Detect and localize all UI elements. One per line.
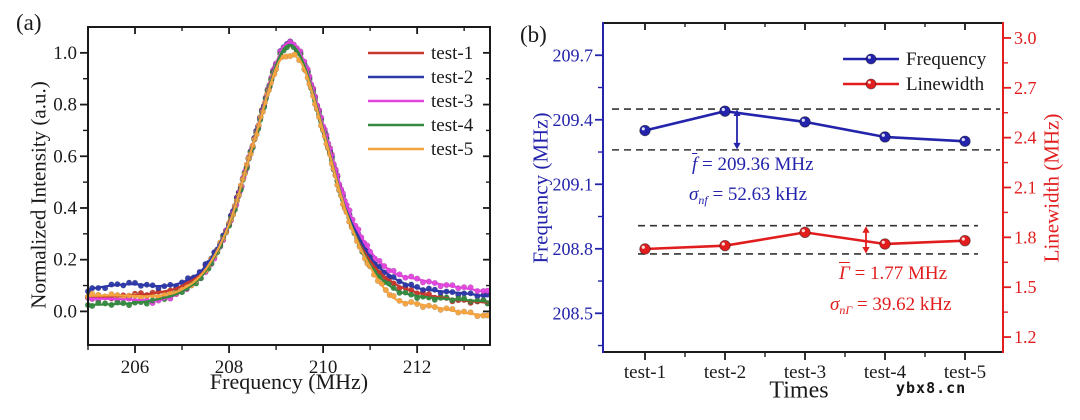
- left-tick-label: 208.5: [553, 303, 594, 323]
- freq-spread-arrow-head-down: [733, 142, 741, 150]
- panel-b-x-axis-title: Times: [769, 377, 829, 404]
- panel-a-y-axis-title: Normalized Intensity (a.u.): [26, 81, 51, 309]
- right-tick-label: 2.1: [1014, 178, 1037, 198]
- panel-b-left-axis-title: Frequency (MHz): [528, 112, 553, 264]
- right-tick-label: 2.7: [1014, 78, 1037, 98]
- marker-highlight: [801, 229, 805, 233]
- fit-line-test-1: [87, 42, 488, 304]
- y-tick-label: 0.8: [53, 95, 77, 116]
- right-tick-label: 1.5: [1014, 277, 1037, 297]
- legend-label-test-2: test-2: [431, 67, 473, 88]
- marker-Frequency: [879, 131, 891, 143]
- left-tick-label: 209.4: [553, 110, 594, 130]
- freq-sigma-subscript: nf: [698, 193, 708, 207]
- linewidth-sigma-value: = 39.62 kHz: [852, 294, 952, 315]
- annotation-linewidth-mean: Γ = 1.77 MHz: [839, 263, 947, 285]
- left-tick-label: 209.7: [553, 45, 594, 65]
- right-tick-label: 2.4: [1014, 128, 1037, 148]
- marker-highlight: [641, 127, 645, 131]
- marker-highlight: [881, 133, 885, 137]
- legend-marker-Linewidth: [865, 78, 877, 90]
- y-tick-label: 0.2: [53, 250, 77, 271]
- panel-b-plot: 209.7 209.4 209.1 208.8 208.5 3.0 2.7 2.4 2.1 1.8…: [553, 22, 1037, 383]
- marker-Linewidth: [959, 234, 971, 247]
- right-tick-label: 1.8: [1014, 227, 1037, 247]
- marker-Frequency: [799, 116, 811, 128]
- x-tick-label: 212: [403, 357, 432, 378]
- category-label-test-2: test-2: [704, 362, 746, 383]
- y-tick-label: 0.4: [53, 198, 77, 219]
- category-label-test-3: test-3: [784, 362, 826, 383]
- y-tick-label: 1.0: [53, 43, 77, 64]
- freq-sigma-symbol: σ: [689, 184, 699, 205]
- marker-Linewidth: [799, 226, 811, 239]
- category-label-test-5: test-5: [944, 362, 986, 383]
- series-dots-test-1: [84, 38, 491, 307]
- marker-highlight: [881, 240, 885, 244]
- freq-sigma-value: = 52.63 kHz: [707, 184, 808, 205]
- category-label-test-1: test-1: [624, 362, 666, 383]
- y-tick-label: 0.6: [53, 146, 77, 167]
- right-tick-label: 3.0: [1014, 28, 1037, 48]
- panel-b-right-axis-title: Linewidth (MHz): [1039, 113, 1064, 263]
- freq-mean-value: = 209.36 MHz: [697, 154, 814, 175]
- marker-highlight: [801, 118, 805, 122]
- right-tick-label: 1.2: [1014, 327, 1037, 347]
- marker-Frequency: [639, 124, 651, 137]
- linewidth-mean-symbol: Γ: [839, 263, 850, 284]
- x-tick-label: 210: [309, 357, 338, 378]
- legend-marker-Frequency: [865, 53, 877, 65]
- linewidth-sigma-symbol: σ: [830, 294, 840, 315]
- legend-marker-highlight: [867, 80, 871, 84]
- annotation-freq-mean: f = 209.36 MHz: [692, 154, 814, 176]
- marker-Frequency: [959, 135, 971, 147]
- panel-b-label: (b): [520, 22, 547, 47]
- linewidth-spread-arrow-head-up: [862, 226, 870, 233]
- freq-mean-symbol: f: [692, 154, 698, 175]
- marker-highlight: [961, 237, 965, 241]
- marker-Linewidth: [719, 239, 731, 252]
- panel-a-x-axis-title: Frequency (MHz): [209, 369, 369, 394]
- series-dots-test-2: [84, 38, 491, 300]
- fit-line-test-4: [87, 43, 488, 306]
- left-tick-label: 208.8: [553, 239, 594, 259]
- y-tick-label: 0.0: [53, 301, 77, 322]
- panel-a-label: (a): [16, 10, 42, 35]
- marker-highlight: [721, 107, 725, 112]
- linewidth-mean-value: = 1.77 MHz: [849, 263, 948, 284]
- marker-Linewidth: [639, 243, 651, 255]
- legend-label-test-3: test-3: [431, 91, 473, 112]
- marker-highlight: [961, 137, 965, 142]
- marker-highlight: [641, 245, 645, 249]
- legend-label-Frequency: Frequency: [906, 49, 987, 70]
- linewidth-spread-arrow-head-down: [862, 246, 870, 254]
- freq-spread-arrow-head-up: [733, 109, 741, 117]
- panel-a-frame: [87, 26, 491, 346]
- marker-highlight: [721, 242, 725, 246]
- legend-label-test-4: test-4: [431, 115, 474, 136]
- marker-Linewidth: [879, 238, 891, 250]
- legend-marker-highlight: [867, 55, 871, 59]
- series-dots-test-3: [84, 38, 491, 307]
- annotation-freq-sigma: σnf = 52.63 kHz: [689, 184, 807, 208]
- legend-label-test-5: test-5: [431, 139, 473, 160]
- linewidth-sigma-subscript: nΓ: [839, 303, 853, 317]
- fit-line-test-2: [87, 41, 488, 298]
- x-tick-label: 206: [121, 357, 150, 378]
- x-tick-label: 208: [215, 357, 244, 378]
- annotation-linewidth-sigma: σnΓ = 39.62 kHz: [830, 294, 952, 318]
- fit-line-test-5: [87, 53, 488, 318]
- legend-label-test-1: test-1: [431, 43, 473, 64]
- series-dots-test-4: [84, 40, 491, 310]
- panel-a-plot: 206 208 210 212 0.0 0.2 0.4 0.6 0.8 1.0 test-1 test…: [53, 26, 491, 378]
- marker-Frequency: [719, 105, 731, 117]
- watermark: ybx8.cn: [896, 379, 967, 397]
- legend-label-Linewidth: Linewidth: [906, 74, 985, 95]
- fit-line-test-3: [88, 41, 488, 302]
- left-tick-label: 209.1: [553, 174, 594, 194]
- category-label-test-4: test-4: [864, 362, 907, 383]
